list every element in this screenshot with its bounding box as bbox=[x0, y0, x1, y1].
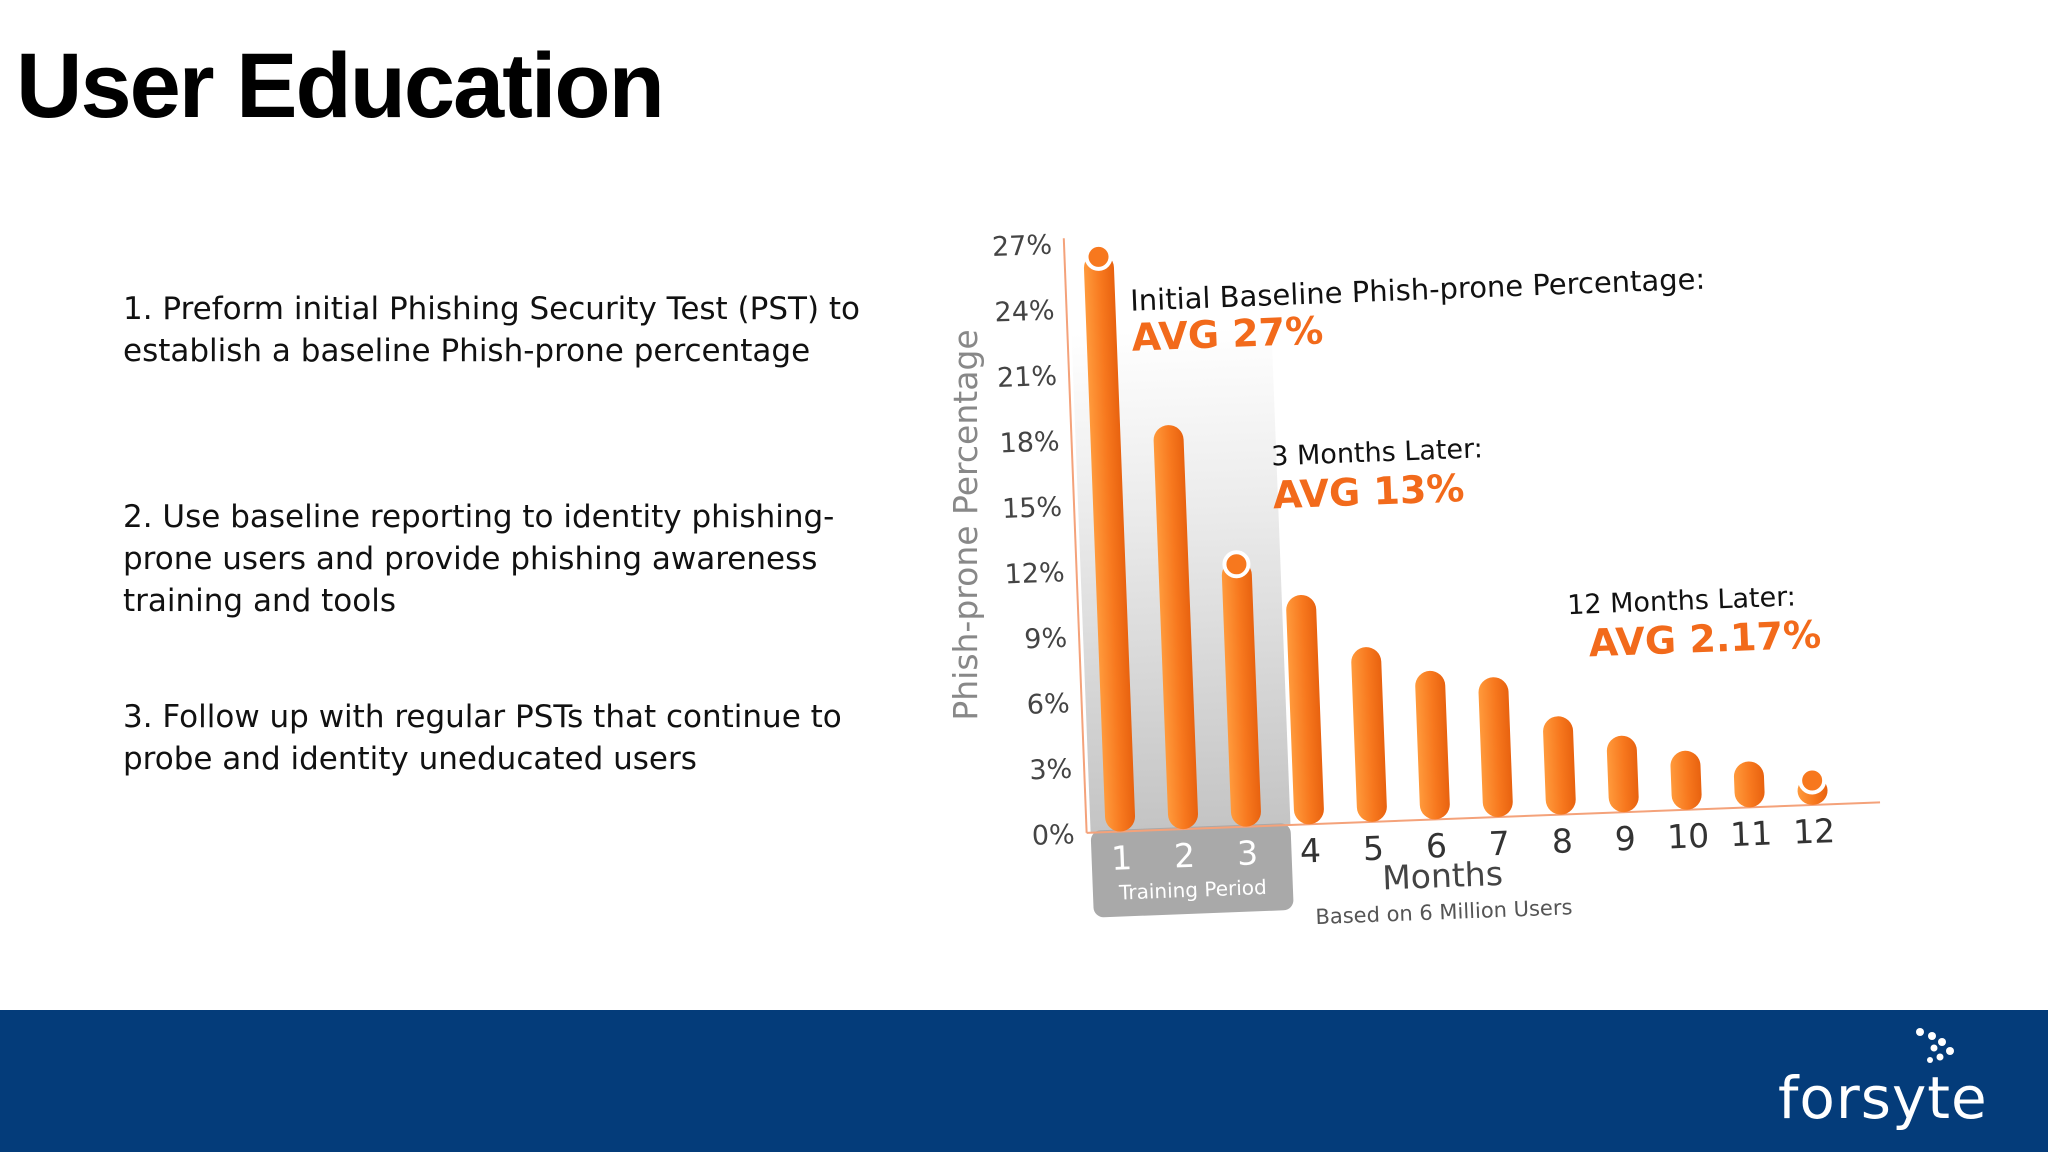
y-tick-label: 21% bbox=[997, 361, 1058, 394]
x-tick-label-4: 4 bbox=[1299, 831, 1321, 871]
bar-month-10 bbox=[1670, 750, 1702, 810]
bar-month-9 bbox=[1606, 735, 1639, 813]
x-axis-subtitle: Based on 6 Million Users bbox=[1315, 895, 1573, 929]
annotation-baseline-value: AVG 27% bbox=[1131, 308, 1324, 359]
bar-month-6 bbox=[1415, 670, 1450, 820]
x-tick-label-7: 7 bbox=[1488, 824, 1510, 864]
y-tick-label: 24% bbox=[994, 295, 1055, 328]
x-tick-label-2: 2 bbox=[1173, 836, 1195, 876]
bar-month-3 bbox=[1221, 560, 1261, 827]
signal-dots-icon bbox=[1916, 1028, 1954, 1063]
training-period-label: Training Period bbox=[1118, 875, 1267, 905]
annotation-12-months-value: AVG 2.17% bbox=[1588, 612, 1822, 665]
phish-prone-chart: 0%3%6%9%12%15%18%21%24%27% 1 2 3 4 5 6 7 8 9 10 11… bbox=[946, 230, 1881, 929]
bar-month-8 bbox=[1543, 716, 1576, 815]
y-tick-label: 18% bbox=[999, 426, 1060, 459]
x-tick-label-11: 11 bbox=[1729, 814, 1772, 855]
bar-month-2 bbox=[1153, 425, 1198, 830]
footer-bar: forsyte bbox=[0, 1010, 2048, 1152]
y-tick-label: 15% bbox=[1002, 492, 1063, 525]
x-tick-label-1: 1 bbox=[1110, 838, 1132, 878]
logo-text: forsyte bbox=[1778, 1064, 1988, 1132]
x-tick-label-8: 8 bbox=[1551, 821, 1573, 861]
forsyte-logo: forsyte bbox=[1778, 1022, 1998, 1132]
bar-marker-month-12 bbox=[1798, 766, 1827, 795]
point-training: 2. Use baseline reporting to identity ph… bbox=[123, 499, 835, 619]
annotation-3-months-value: AVG 13% bbox=[1272, 466, 1465, 517]
y-tick-label: 3% bbox=[1029, 754, 1073, 787]
point-baseline-test: 1. Preform initial Phishing Security Tes… bbox=[123, 291, 861, 369]
x-tick-label-12: 12 bbox=[1792, 811, 1835, 852]
point-follow-up: 3. Follow up with regular PSTs that cont… bbox=[123, 699, 842, 777]
x-tick-label-6: 6 bbox=[1425, 826, 1447, 866]
y-axis-title: Phish-prone Percentage bbox=[946, 329, 985, 720]
bar-month-4 bbox=[1286, 594, 1324, 825]
x-axis bbox=[1086, 801, 1881, 834]
annotation-baseline-heading: Initial Baseline Phish-prone Percentage: bbox=[1130, 262, 1706, 318]
y-tick-label: 0% bbox=[1031, 819, 1075, 852]
x-tick-label-9: 9 bbox=[1614, 819, 1636, 859]
bar-marker-month-1 bbox=[1084, 242, 1113, 271]
x-tick-label-3: 3 bbox=[1236, 833, 1258, 873]
bar-month-7 bbox=[1478, 677, 1513, 818]
bar-month-11 bbox=[1733, 761, 1765, 808]
x-tick-label-5: 5 bbox=[1362, 828, 1384, 868]
x-axis-title: Months bbox=[1382, 854, 1504, 898]
y-tick-label: 12% bbox=[1004, 557, 1065, 590]
bar-marker-month-3 bbox=[1222, 550, 1251, 579]
x-tick-label-10: 10 bbox=[1666, 816, 1709, 857]
y-tick-label: 27% bbox=[991, 230, 1052, 263]
slide-title: User Education bbox=[16, 35, 665, 137]
y-tick-label: 9% bbox=[1024, 623, 1068, 656]
y-tick-label: 6% bbox=[1026, 688, 1070, 721]
bar-month-1 bbox=[1083, 252, 1136, 832]
training-period-box bbox=[1090, 823, 1294, 918]
bar-month-5 bbox=[1351, 647, 1387, 822]
y-axis bbox=[1062, 238, 1088, 833]
